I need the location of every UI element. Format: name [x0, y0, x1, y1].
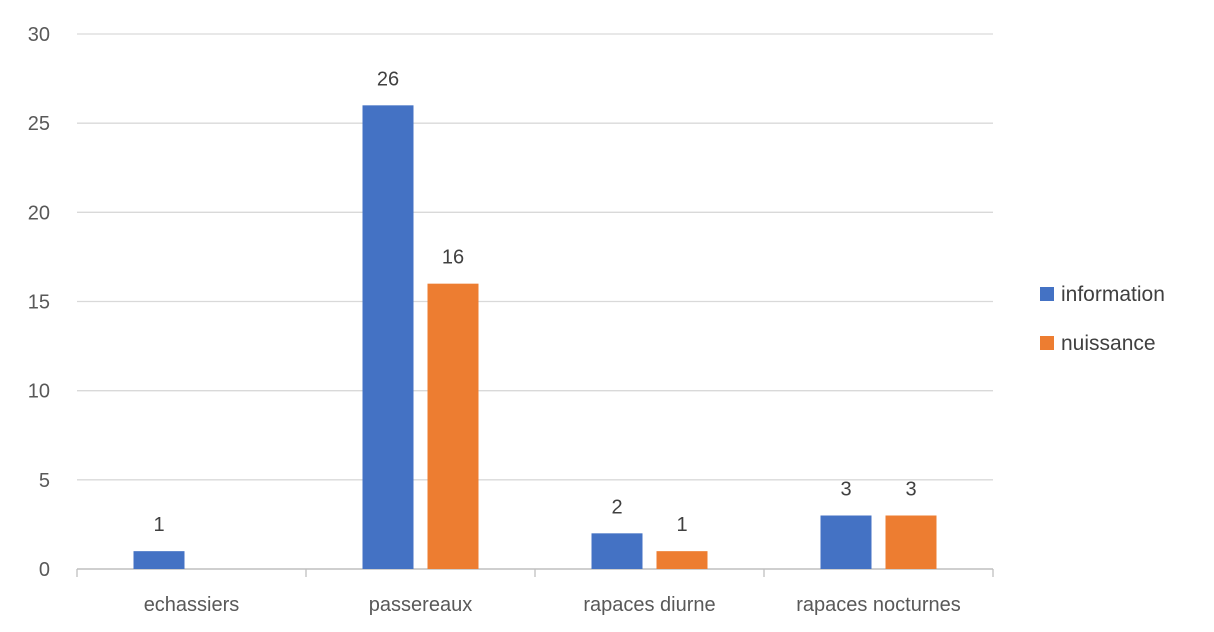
- x-category-label: rapaces diurne: [583, 594, 715, 616]
- bars: [133, 105, 937, 569]
- y-tick-label: 20: [28, 202, 50, 224]
- x-category-label: echassiers: [144, 594, 240, 616]
- data-label: 3: [840, 479, 851, 501]
- data-labels: 1 26 2 3 16 1 3: [153, 68, 916, 536]
- legend-label: information: [1061, 283, 1165, 306]
- legend-swatch: [1040, 336, 1054, 350]
- data-label: 26: [377, 68, 399, 90]
- y-tick-label: 25: [28, 113, 50, 135]
- bar-information-echassiers: [133, 551, 185, 569]
- bar-nuissance-rapaces-diurne: [656, 551, 708, 569]
- bar-nuissance-passereaux: [427, 283, 479, 569]
- x-category-label: passereaux: [369, 594, 472, 616]
- y-tick-label: 0: [39, 559, 50, 581]
- bar-nuissance-rapaces-nocturnes: [885, 515, 937, 569]
- data-label: 2: [611, 496, 622, 518]
- bar-information-passereaux: [362, 105, 414, 569]
- legend: information nuissance: [1040, 283, 1165, 355]
- y-tick-label: 30: [28, 24, 50, 46]
- bar-information-rapaces-diurne: [591, 533, 643, 569]
- legend-label: nuissance: [1061, 332, 1156, 355]
- data-label: 3: [905, 479, 916, 501]
- x-axis: echassiers passereaux rapaces diurne rapace…: [76, 568, 994, 616]
- y-tick-label: 15: [28, 292, 50, 314]
- data-label: 1: [676, 514, 687, 536]
- legend-swatch: [1040, 287, 1054, 301]
- y-tick-label: 10: [28, 381, 50, 403]
- y-axis: 0 5 10 15 20 25 30: [28, 24, 50, 581]
- data-label: 1: [153, 514, 164, 536]
- y-tick-label: 5: [39, 470, 50, 492]
- data-label: 16: [442, 247, 464, 269]
- bar-information-rapaces-nocturnes: [820, 515, 872, 569]
- x-category-label: rapaces nocturnes: [796, 594, 961, 616]
- gridlines: [77, 33, 993, 481]
